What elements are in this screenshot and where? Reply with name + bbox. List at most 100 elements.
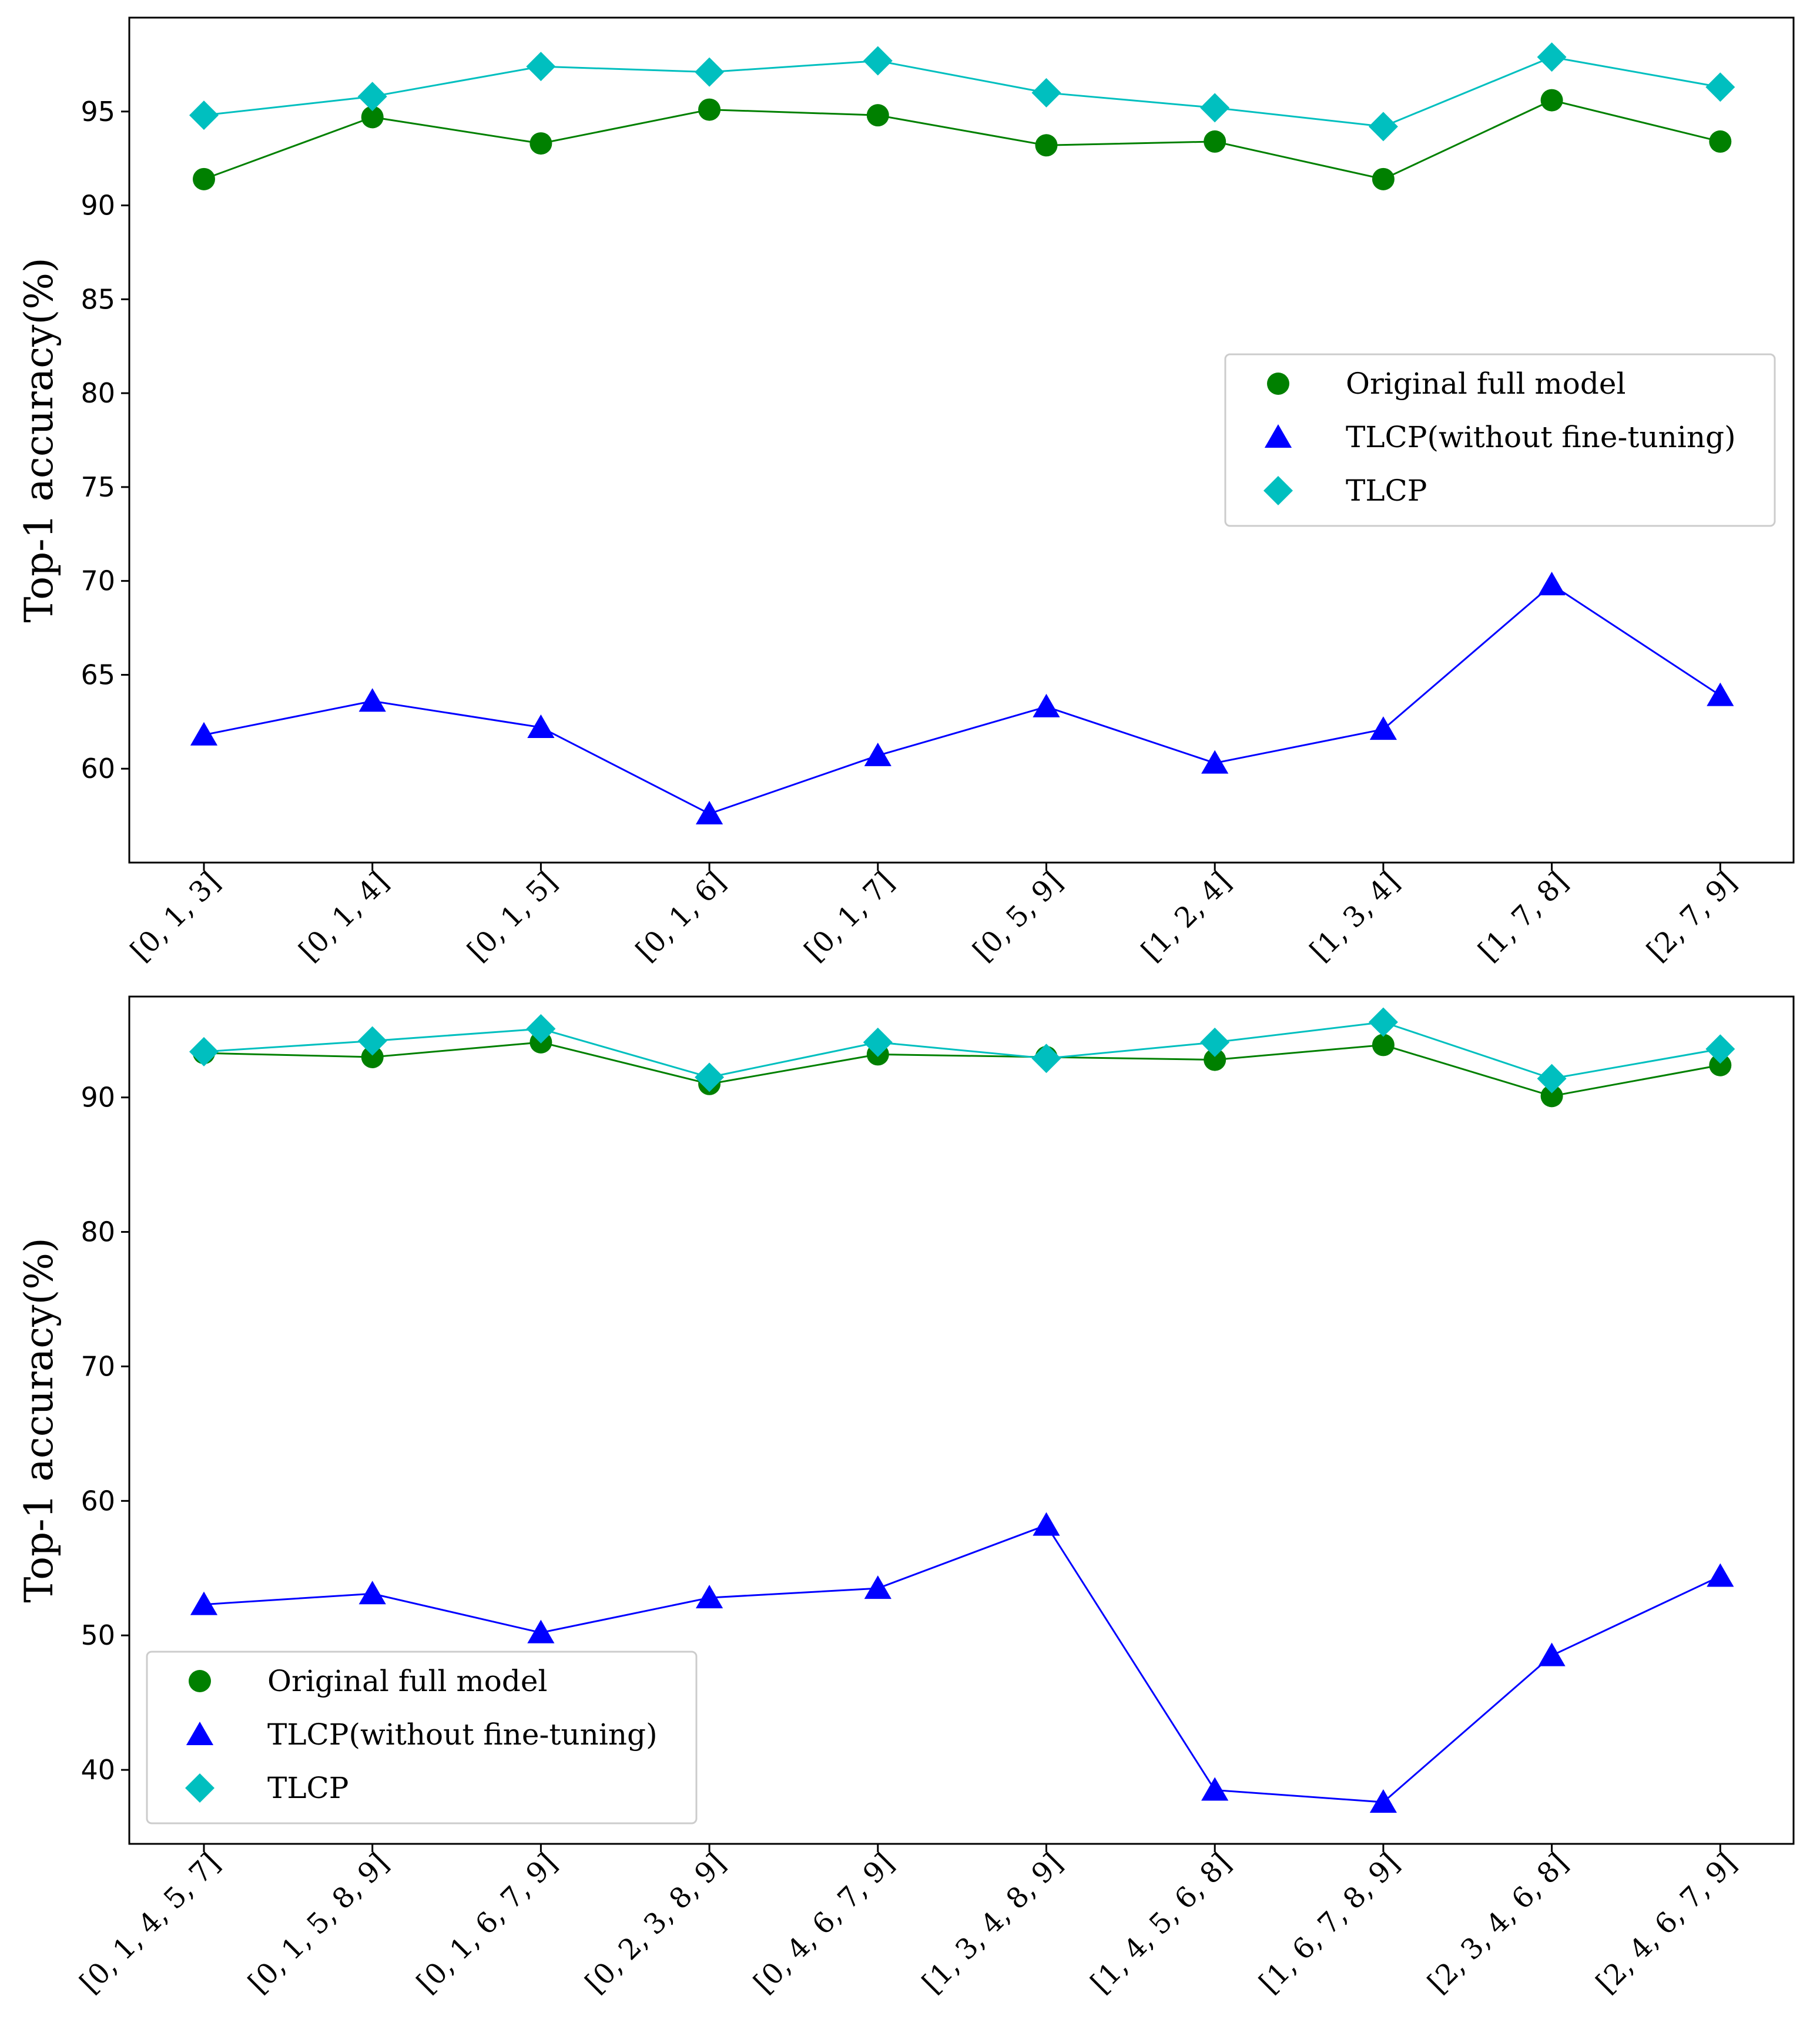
data-point [361,106,384,129]
legend-label: Original full model [1346,367,1625,401]
x-tick-label: [0, 1, 4] [293,866,395,968]
x-tick-label: [0, 1, 5] [461,866,564,968]
data-point [698,98,721,121]
legend-marker [1267,373,1289,395]
x-tick-label: [1, 6, 7, 8, 9] [1253,1847,1406,2000]
x-tick-label: [0, 1, 7] [798,866,900,968]
data-point [1538,1642,1566,1666]
data-point [526,52,556,82]
chart-panel-1: 60 65 70 75 80 85 90 95 Top-1 accuracy(%) [0, 1, … [16,16,1795,968]
data-point [358,688,386,712]
legend: Original full model TLCP(without fine-tun… [146,1651,698,1824]
data-point [1031,78,1061,108]
y-axis-label: Top-1 accuracy(%) [16,1237,62,1602]
data-point [526,1014,556,1044]
x-tick-label: [1, 3, 4] [1303,866,1406,968]
plot-area [128,16,1795,864]
series-diamond [189,1007,1735,1094]
legend-marker [186,1722,214,1746]
data-point [1033,693,1060,717]
data-point [1537,1064,1567,1094]
y-tick-label: 60 [81,753,115,784]
y-tick-label: 65 [81,659,115,690]
x-tick-label: [1, 4, 5, 6, 8] [1084,1847,1237,2000]
y-tick-label: 60 [81,1485,115,1517]
y-tick-label: 40 [81,1754,115,1786]
legend-label: Original full model [267,1664,547,1698]
y-tick-label: 50 [81,1619,115,1651]
data-point [1368,1007,1398,1037]
x-tick-label: [0, 1, 3] [124,866,226,968]
x-tick-label: [1, 7, 8] [1472,866,1574,968]
data-point [1707,682,1734,706]
data-point [1540,89,1563,112]
x-tick-label: [0, 1, 5, 8, 9] [242,1847,395,2000]
x-tick-label: [2, 4, 6, 7, 9] [1590,1847,1742,2000]
data-point [189,1037,219,1066]
y-axis-label: Top-1 accuracy(%) [16,257,62,622]
data-point [529,132,552,155]
y-tick-label: 80 [81,377,115,409]
legend-label: TLCP [1346,474,1427,508]
legend-label: TLCP(without fine-tuning) [267,1718,658,1752]
legend: Original full model TLCP(without fine-tun… [1224,353,1776,527]
x-axis: [0, 1, 3] [0, 1, 4] [0, 1, 5] [0, 1, 6] [0, … [124,863,1743,968]
y-tick-label: 70 [81,565,115,597]
data-point [358,1581,386,1605]
x-tick-label: [0, 1, 4, 5, 7] [73,1847,226,2000]
y-axis: 40 50 60 70 80 90 [81,1082,129,1786]
data-point [193,167,215,190]
series-line [203,1524,1721,1803]
x-tick-label: [0, 1, 6, 7, 9] [411,1847,564,2000]
data-point [1033,1512,1060,1536]
data-point [866,104,889,127]
y-axis: 60 65 70 75 80 85 90 95 [81,96,129,784]
legend-box [146,1651,698,1824]
legend-marker [1263,476,1293,505]
x-tick-label: [0, 4, 6, 7, 9] [748,1847,900,2000]
data-point [1709,130,1732,153]
legend-label: TLCP(without fine-tuning) [1346,420,1736,454]
data-point [695,57,725,87]
y-tick-label: 80 [81,1216,115,1248]
x-tick-label: [2, 3, 4, 6, 8] [1422,1847,1574,2000]
data-point [1201,750,1229,774]
data-point [1372,167,1395,190]
x-tick-label: [2, 7, 9] [1641,866,1743,968]
data-point [1705,72,1735,102]
series-line [203,99,1721,180]
series-line [203,1021,1721,1080]
legend-marker [189,1670,211,1692]
data-point [1204,130,1226,153]
data-point [863,1027,893,1057]
data-point [1204,1048,1226,1071]
data-point [1368,112,1398,142]
series-triangle [190,1512,1734,1813]
data-point [1369,716,1397,740]
data-point [695,1062,725,1092]
data-point [864,1575,891,1599]
data-point [361,1046,384,1068]
y-tick-label: 95 [81,96,115,128]
data-point [696,800,723,824]
x-tick-label: [1, 2, 4] [1135,866,1238,968]
data-point [1200,93,1230,123]
data-point [1540,1085,1563,1108]
series-circle [193,89,1732,190]
chart-panel-2: 40 50 60 70 80 90 Top-1 accuracy(%) [0, 1, 4, 5… [16,995,1795,2000]
plot-area [128,995,1795,1845]
y-tick-label: 75 [81,471,115,503]
data-point [696,1585,723,1609]
x-tick-label: [0, 1, 6] [630,866,732,968]
series-diamond [189,42,1735,142]
data-point [189,100,219,130]
x-tick-label: [1, 3, 4, 8, 9] [916,1847,1069,2000]
legend-label: TLCP [267,1771,348,1805]
data-point [1369,1789,1397,1813]
data-point [863,46,893,76]
series-triangle [190,572,1734,824]
legend-marker [185,1773,214,1803]
x-tick-label: [0, 5, 9] [967,866,1069,968]
data-point [1372,1034,1395,1056]
data-point [1537,42,1567,72]
